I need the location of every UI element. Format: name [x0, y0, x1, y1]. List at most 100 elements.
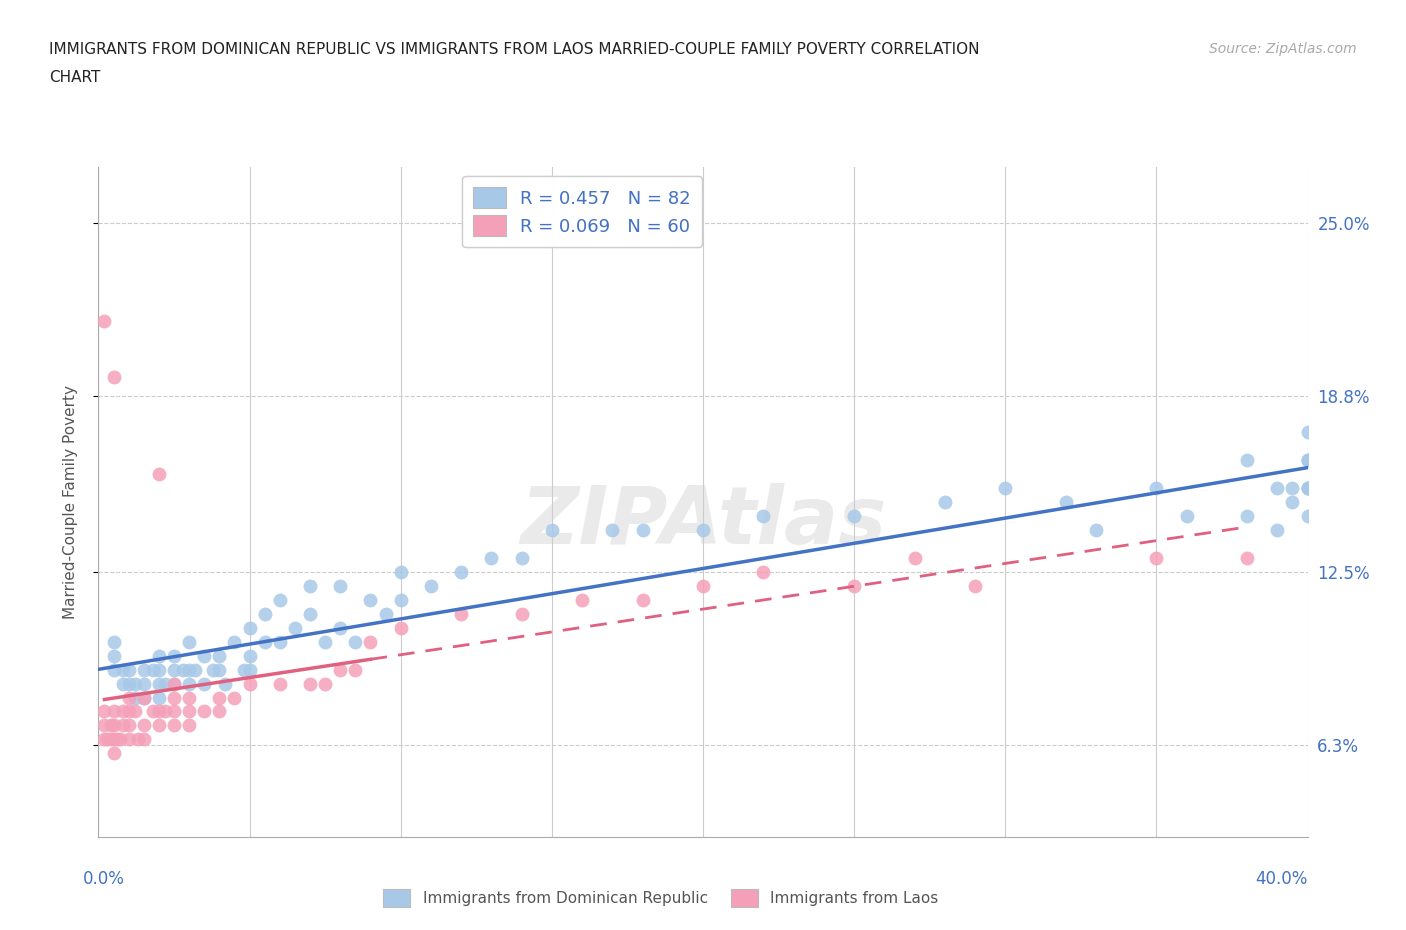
Point	[142, 662, 165, 677]
Point	[124, 690, 146, 705]
Point	[329, 578, 352, 593]
Point	[299, 676, 322, 691]
Point	[111, 676, 134, 691]
Point	[108, 732, 131, 747]
Point	[253, 606, 276, 621]
Text: ZIPAtlas: ZIPAtlas	[520, 484, 886, 562]
Point	[105, 732, 128, 747]
Point	[103, 648, 125, 663]
Point	[904, 551, 927, 565]
Point	[148, 676, 170, 691]
Point	[163, 690, 186, 705]
Point	[1054, 495, 1077, 510]
Point	[100, 718, 122, 733]
Point	[179, 704, 201, 719]
Point	[179, 662, 201, 677]
Point	[239, 676, 262, 691]
Text: CHART: CHART	[49, 70, 101, 85]
Legend: Immigrants from Dominican Republic, Immigrants from Laos: Immigrants from Dominican Republic, Immi…	[377, 884, 945, 913]
Point	[1296, 453, 1319, 468]
Point	[1144, 551, 1167, 565]
Point	[124, 704, 146, 719]
Point	[692, 578, 714, 593]
Point	[1236, 509, 1258, 524]
Point	[179, 690, 201, 705]
Point	[111, 718, 134, 733]
Point	[179, 718, 201, 733]
Point	[1175, 509, 1198, 524]
Point	[208, 648, 231, 663]
Point	[314, 676, 336, 691]
Point	[481, 551, 503, 565]
Point	[208, 690, 231, 705]
Point	[1267, 481, 1289, 496]
Text: Source: ZipAtlas.com: Source: ZipAtlas.com	[1209, 42, 1357, 56]
Point	[631, 523, 654, 538]
Point	[118, 690, 141, 705]
Point	[239, 662, 262, 677]
Point	[148, 662, 170, 677]
Point	[269, 592, 291, 607]
Point	[232, 662, 254, 677]
Point	[934, 495, 956, 510]
Point	[389, 592, 412, 607]
Point	[1267, 523, 1289, 538]
Point	[163, 662, 186, 677]
Point	[208, 662, 231, 677]
Point	[148, 718, 170, 733]
Y-axis label: Married-Couple Family Poverty: Married-Couple Family Poverty	[63, 385, 77, 619]
Point	[844, 509, 866, 524]
Point	[172, 662, 194, 677]
Point	[1236, 551, 1258, 565]
Point	[329, 620, 352, 635]
Point	[111, 704, 134, 719]
Point	[284, 620, 307, 635]
Point	[96, 732, 118, 747]
Point	[602, 523, 624, 538]
Point	[208, 704, 231, 719]
Point	[450, 565, 472, 579]
Point	[132, 732, 155, 747]
Text: IMMIGRANTS FROM DOMINICAN REPUBLIC VS IMMIGRANTS FROM LAOS MARRIED-COUPLE FAMILY: IMMIGRANTS FROM DOMINICAN REPUBLIC VS IM…	[49, 42, 980, 57]
Point	[360, 634, 382, 649]
Point	[153, 704, 176, 719]
Point	[510, 606, 533, 621]
Point	[510, 551, 533, 565]
Point	[163, 718, 186, 733]
Point	[148, 467, 170, 482]
Legend: R = 0.457   N = 82, R = 0.069   N = 60: R = 0.457 N = 82, R = 0.069 N = 60	[463, 177, 702, 247]
Point	[389, 620, 412, 635]
Point	[184, 662, 207, 677]
Point	[163, 676, 186, 691]
Point	[224, 690, 246, 705]
Point	[994, 481, 1017, 496]
Point	[118, 718, 141, 733]
Point	[103, 369, 125, 384]
Point	[111, 662, 134, 677]
Point	[1296, 481, 1319, 496]
Point	[299, 606, 322, 621]
Point	[163, 648, 186, 663]
Point	[344, 634, 367, 649]
Point	[1296, 453, 1319, 468]
Point	[148, 704, 170, 719]
Point	[631, 592, 654, 607]
Point	[132, 690, 155, 705]
Point	[752, 565, 775, 579]
Point	[420, 578, 443, 593]
Point	[93, 732, 115, 747]
Point	[118, 662, 141, 677]
Point	[214, 676, 236, 691]
Point	[103, 704, 125, 719]
Point	[127, 732, 149, 747]
Point	[314, 634, 336, 649]
Point	[1296, 509, 1319, 524]
Point	[193, 676, 215, 691]
Point	[103, 732, 125, 747]
Point	[163, 704, 186, 719]
Text: 40.0%: 40.0%	[1256, 870, 1308, 888]
Point	[1296, 481, 1319, 496]
Point	[1236, 453, 1258, 468]
Point	[179, 676, 201, 691]
Point	[193, 648, 215, 663]
